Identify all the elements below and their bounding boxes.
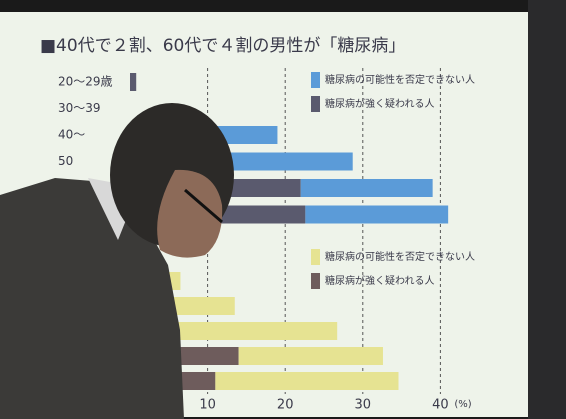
legend-label: 糖尿病が強く疑われる人 [325, 274, 435, 287]
bar [215, 372, 398, 390]
x-tick-label: 10 [199, 398, 216, 413]
x-axis-label: (%) [454, 399, 471, 410]
legend-label: 糖尿病の可能性を否定できない人 [325, 250, 475, 263]
photo: ■40代で２割、60代で４割の男性が「糖尿病」 10 20 30 40 (%) 20～29… [0, 0, 566, 419]
y-tick-label: 40～ [58, 128, 85, 142]
bar [130, 73, 136, 91]
y-tick-label: 20～29歳 [58, 75, 113, 89]
bar [239, 347, 383, 365]
wall [528, 0, 566, 419]
legend-label: 糖尿病が強く疑われる人 [325, 97, 435, 110]
x-tick-label: 20 [277, 398, 294, 413]
y-tick-label: 30～39 [58, 101, 101, 115]
bar [305, 206, 448, 224]
legend-swatch [311, 249, 320, 265]
page: ■40代で２割、60代で４割の男性が「糖尿病」 10 20 30 40 (%) 20～29… [0, 0, 566, 419]
legend-label: 糖尿病の可能性を否定できない人 [325, 73, 475, 86]
slide-title: ■40代で２割、60代で４割の男性が「糖尿病」 [40, 36, 405, 56]
y-tick-label: 50 [58, 154, 73, 168]
legend-swatch [311, 96, 320, 112]
x-tick-label: 30 [355, 398, 372, 413]
x-tick-label: 40 [432, 398, 449, 413]
legend-swatch [311, 273, 320, 289]
bar [301, 179, 433, 197]
legend-swatch [311, 72, 320, 88]
